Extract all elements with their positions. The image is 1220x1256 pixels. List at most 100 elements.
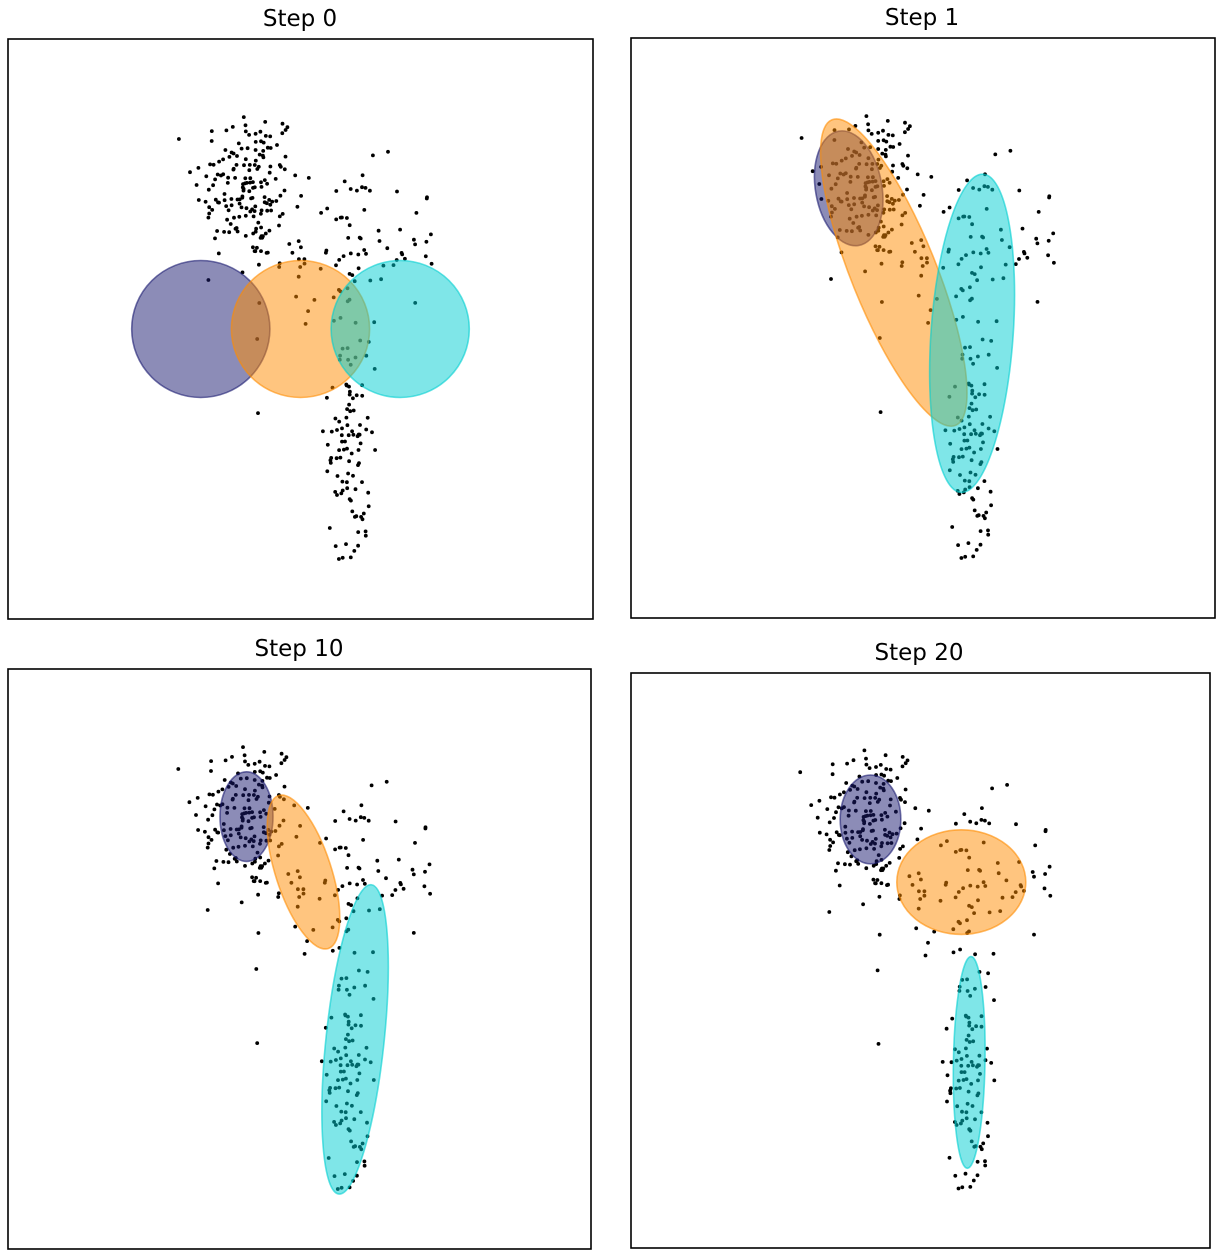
- data-point: [1008, 148, 1013, 153]
- data-point: [213, 236, 217, 241]
- data-point: [220, 787, 225, 792]
- data-point: [979, 818, 984, 822]
- data-point: [990, 786, 994, 791]
- data-point: [1025, 255, 1030, 260]
- data-point: [213, 827, 218, 832]
- data-point: [263, 231, 268, 236]
- data-point: [1032, 932, 1036, 937]
- data-point: [277, 214, 282, 219]
- data-point: [995, 447, 1000, 451]
- data-point: [975, 1173, 980, 1178]
- data-point: [333, 819, 338, 823]
- data-point: [324, 250, 328, 255]
- data-point: [327, 526, 332, 530]
- data-point: [337, 258, 342, 262]
- data-point: [243, 864, 247, 868]
- component-ellipse-3: [928, 173, 1016, 494]
- data-point: [211, 183, 216, 188]
- data-point: [362, 248, 367, 252]
- data-point: [358, 423, 362, 427]
- data-point: [196, 828, 201, 832]
- data-point: [344, 916, 349, 921]
- data-point: [410, 867, 415, 872]
- data-point: [195, 796, 200, 800]
- data-point: [337, 448, 341, 452]
- data-point: [965, 178, 969, 183]
- data-point: [878, 410, 883, 414]
- data-point: [205, 845, 210, 850]
- data-point: [206, 215, 211, 220]
- data-point: [864, 866, 869, 871]
- data-point: [362, 1163, 367, 1168]
- data-point: [366, 504, 371, 509]
- data-point: [921, 193, 926, 197]
- data-point: [241, 187, 246, 191]
- data-point: [956, 543, 960, 547]
- panel-1: Step 0: [7, 6, 594, 620]
- data-point: [905, 166, 910, 171]
- data-point: [376, 228, 381, 233]
- data-point: [280, 121, 285, 126]
- data-point: [257, 262, 261, 267]
- data-point: [898, 847, 902, 851]
- data-point: [1005, 783, 1009, 787]
- data-point: [339, 433, 344, 438]
- data-point: [214, 859, 219, 863]
- data-point: [982, 479, 987, 483]
- data-point: [376, 869, 381, 873]
- plot-area: [130, 115, 471, 561]
- data-point: [212, 807, 217, 812]
- data-point: [836, 805, 841, 810]
- data-point: [268, 134, 273, 139]
- data-point: [359, 803, 364, 808]
- data-point: [325, 395, 329, 400]
- data-point: [866, 122, 870, 127]
- data-point: [358, 441, 363, 446]
- data-point: [829, 277, 833, 281]
- data-point: [340, 488, 345, 493]
- data-point: [205, 908, 210, 912]
- data-point: [384, 876, 388, 881]
- data-point: [263, 764, 267, 768]
- data-point: [280, 131, 285, 136]
- data-point: [239, 205, 244, 210]
- data-point: [356, 543, 360, 548]
- data-point: [886, 882, 890, 887]
- data-point: [356, 252, 361, 257]
- data-point: [260, 235, 265, 240]
- data-point: [899, 797, 903, 802]
- data-point: [252, 209, 257, 214]
- data-point: [221, 860, 226, 864]
- data-point: [1042, 886, 1047, 891]
- data-point: [250, 196, 255, 200]
- data-point: [810, 169, 815, 174]
- component-ellipse-2: [895, 828, 1027, 936]
- data-point: [986, 1134, 990, 1139]
- data-point: [221, 172, 226, 177]
- data-point: [279, 761, 284, 766]
- data-point: [356, 432, 361, 437]
- data-point: [209, 769, 213, 773]
- data-point: [265, 181, 269, 186]
- data-point: [239, 900, 244, 905]
- data-point: [224, 128, 229, 133]
- data-point: [371, 153, 375, 158]
- data-point: [360, 173, 365, 178]
- data-point: [258, 769, 263, 774]
- data-point: [988, 489, 993, 494]
- data-point: [360, 185, 364, 190]
- data-point: [876, 130, 881, 135]
- component-ellipse-3: [321, 883, 390, 1195]
- data-point: [923, 953, 928, 958]
- data-point: [278, 164, 283, 169]
- data-point: [251, 180, 255, 185]
- data-point: [335, 493, 339, 497]
- data-point: [873, 881, 877, 886]
- data-point: [875, 968, 880, 973]
- data-point: [282, 758, 287, 762]
- data-point: [1051, 231, 1056, 236]
- plot-area: [798, 748, 1053, 1191]
- data-point: [250, 875, 255, 880]
- data-point: [263, 120, 268, 124]
- data-point: [252, 185, 257, 190]
